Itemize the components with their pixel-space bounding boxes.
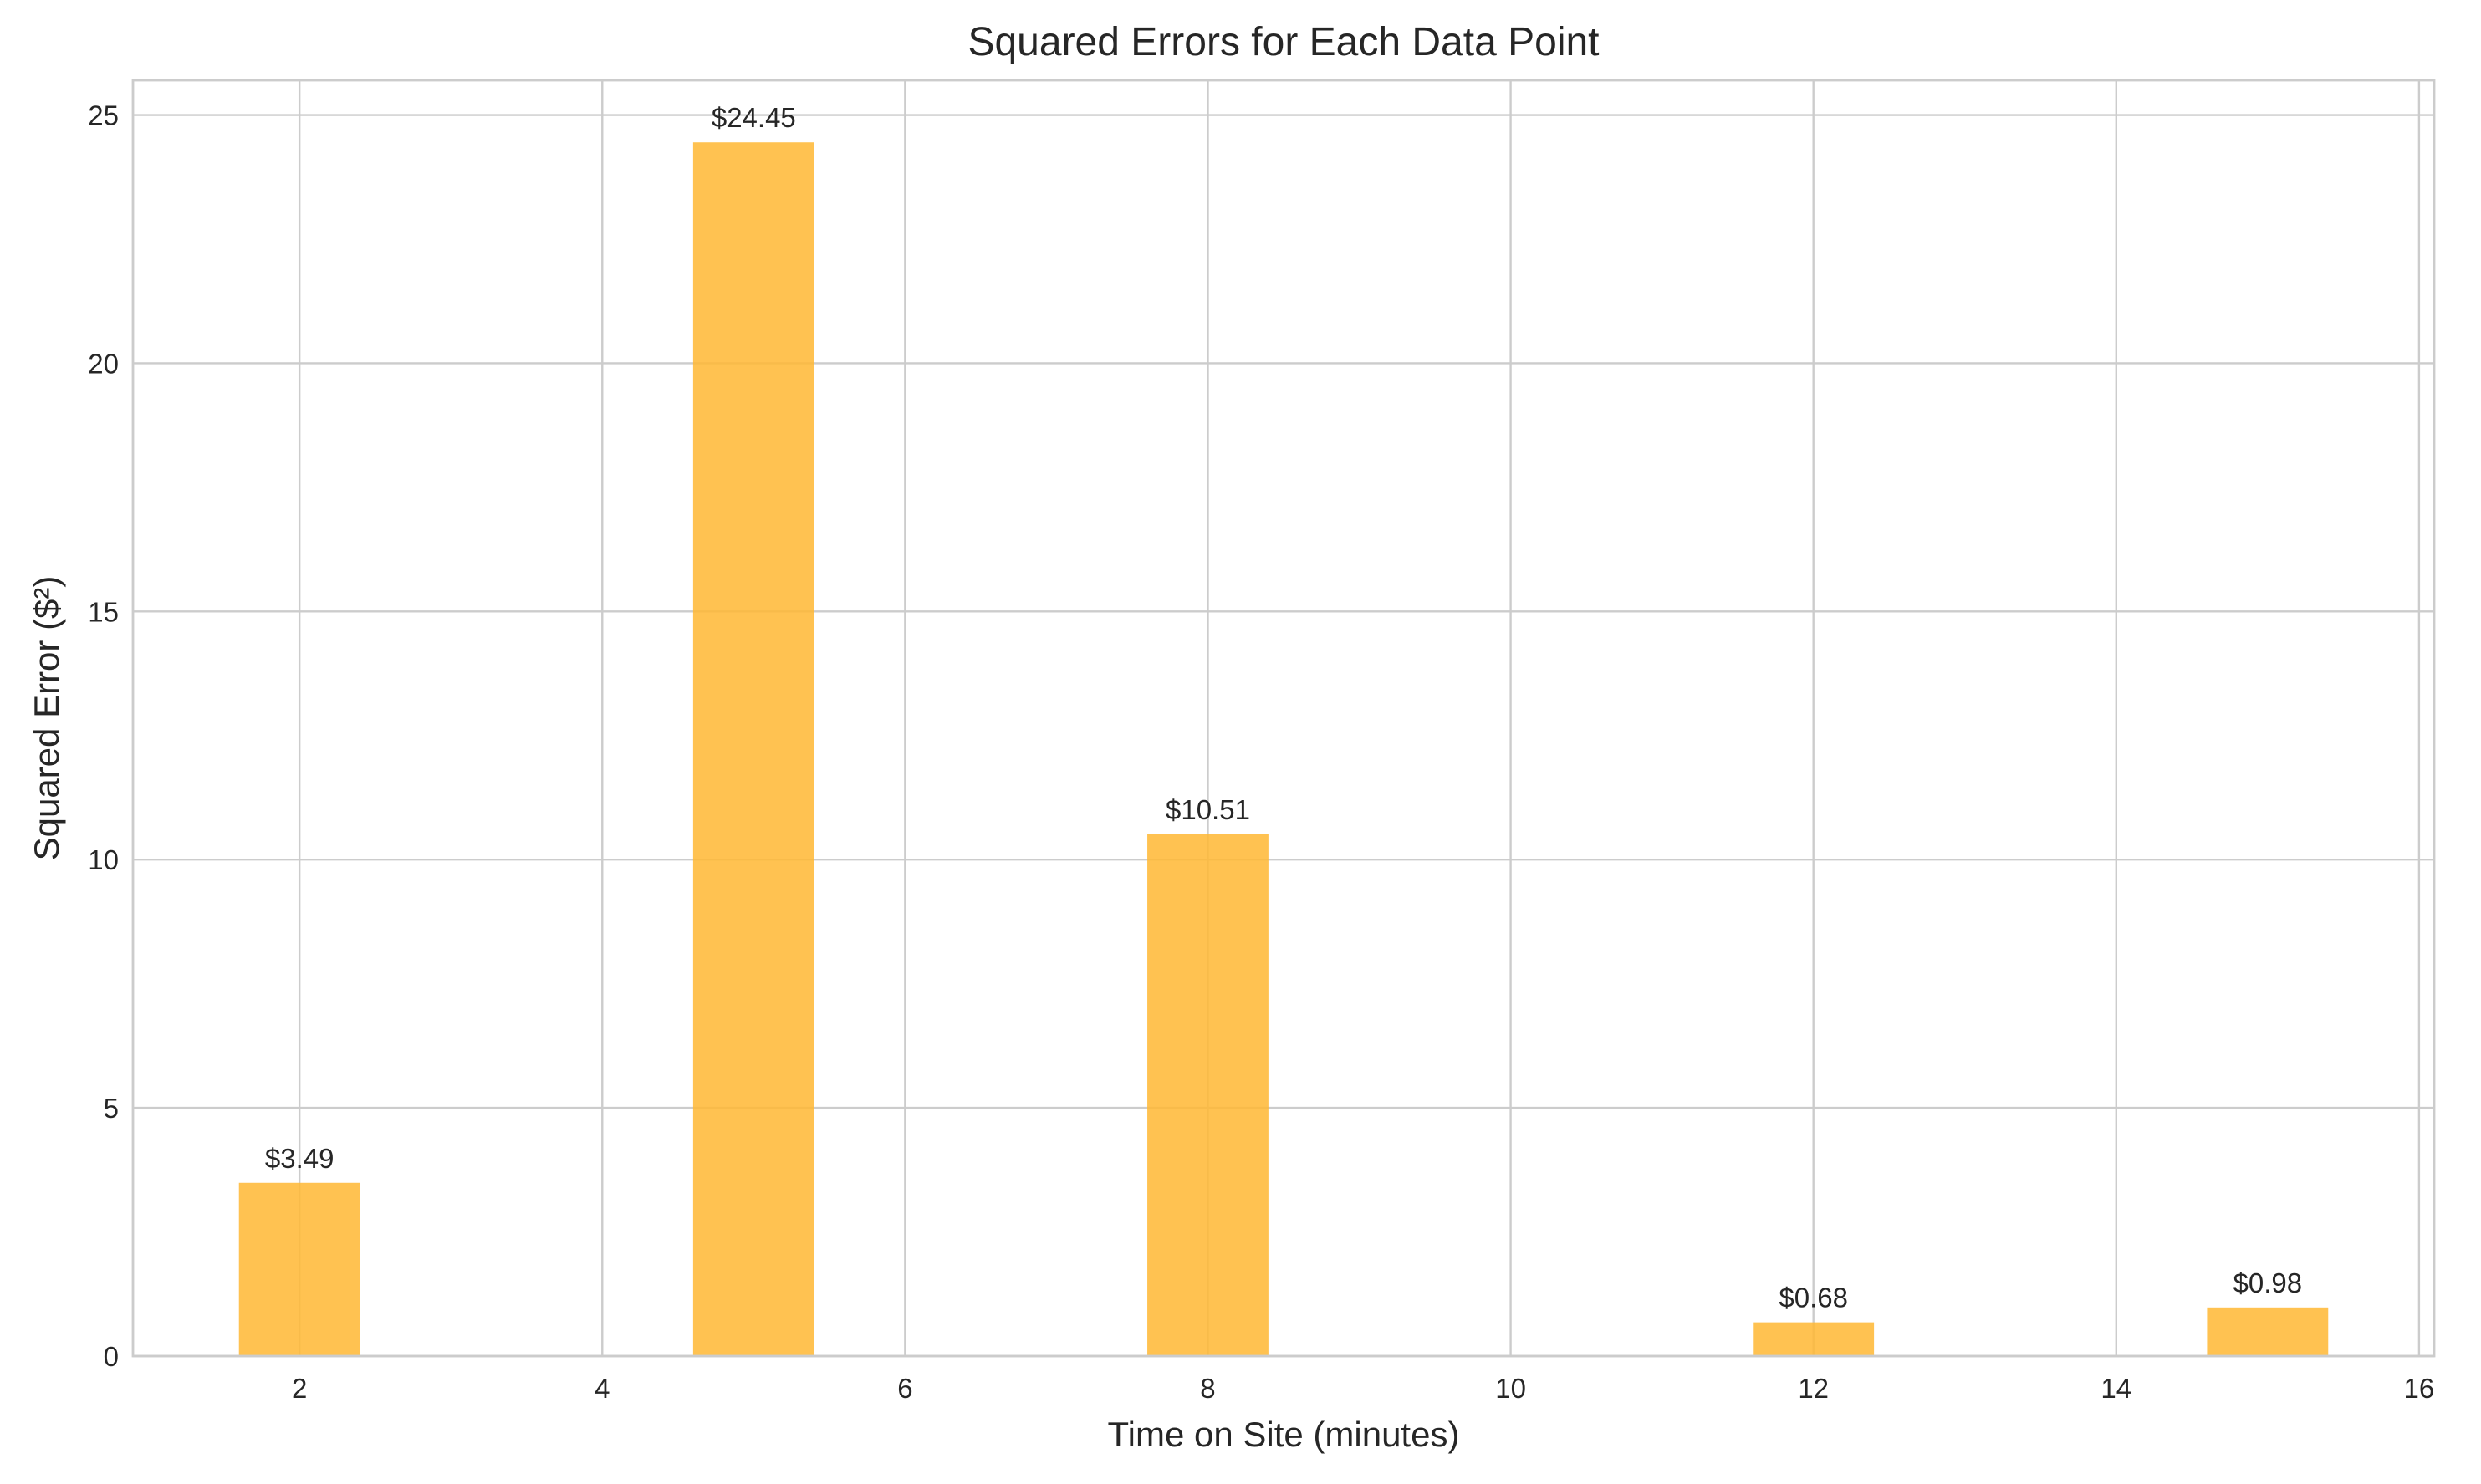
- bar-value-label: $10.51: [1166, 794, 1250, 825]
- x-tick-label: 14: [2101, 1373, 2131, 1404]
- x-tick-label: 10: [1495, 1373, 1526, 1404]
- x-tick-label: 12: [1798, 1373, 1829, 1404]
- x-tick-label: 4: [595, 1373, 610, 1404]
- y-tick-label: 10: [88, 844, 119, 875]
- chart-title: Squared Errors for Each Data Point: [967, 20, 1599, 64]
- y-tick-label: 15: [88, 596, 119, 627]
- bar: [1147, 834, 1269, 1356]
- y-tick-label: 0: [104, 1341, 119, 1372]
- x-tick-label: 6: [897, 1373, 912, 1404]
- y-tick-label: 25: [88, 100, 119, 131]
- bar: [238, 1182, 360, 1356]
- plot-frame: [131, 79, 2436, 1358]
- bar-value-label: $0.68: [1779, 1283, 1848, 1313]
- y-tick-label: 5: [104, 1093, 119, 1124]
- x-tick-label: 16: [2404, 1373, 2435, 1404]
- bar: [1753, 1322, 1875, 1356]
- bars-layer: [238, 142, 2329, 1356]
- x-axis-label: Time on Site (minutes): [1108, 1415, 1460, 1454]
- bar-value-label: $0.98: [2233, 1267, 2303, 1298]
- ticks-layer: 2 4 6 8 10 12 14 16 0 5 10 15 20 25: [88, 100, 2434, 1404]
- x-tick-label: 2: [292, 1373, 307, 1404]
- y-axis-label: Squared Error ($²): [27, 576, 66, 861]
- grid-layer: [133, 80, 2434, 1358]
- bar: [692, 142, 814, 1356]
- bar-value-label: $3.49: [265, 1143, 334, 1174]
- bar-value-label: $24.45: [712, 102, 796, 133]
- y-tick-label: 20: [88, 348, 119, 379]
- bar: [2207, 1307, 2329, 1356]
- data-labels-layer: $3.49 $24.45 $10.51 $0.68 $0.98: [265, 102, 2302, 1313]
- x-tick-label: 8: [1200, 1373, 1215, 1404]
